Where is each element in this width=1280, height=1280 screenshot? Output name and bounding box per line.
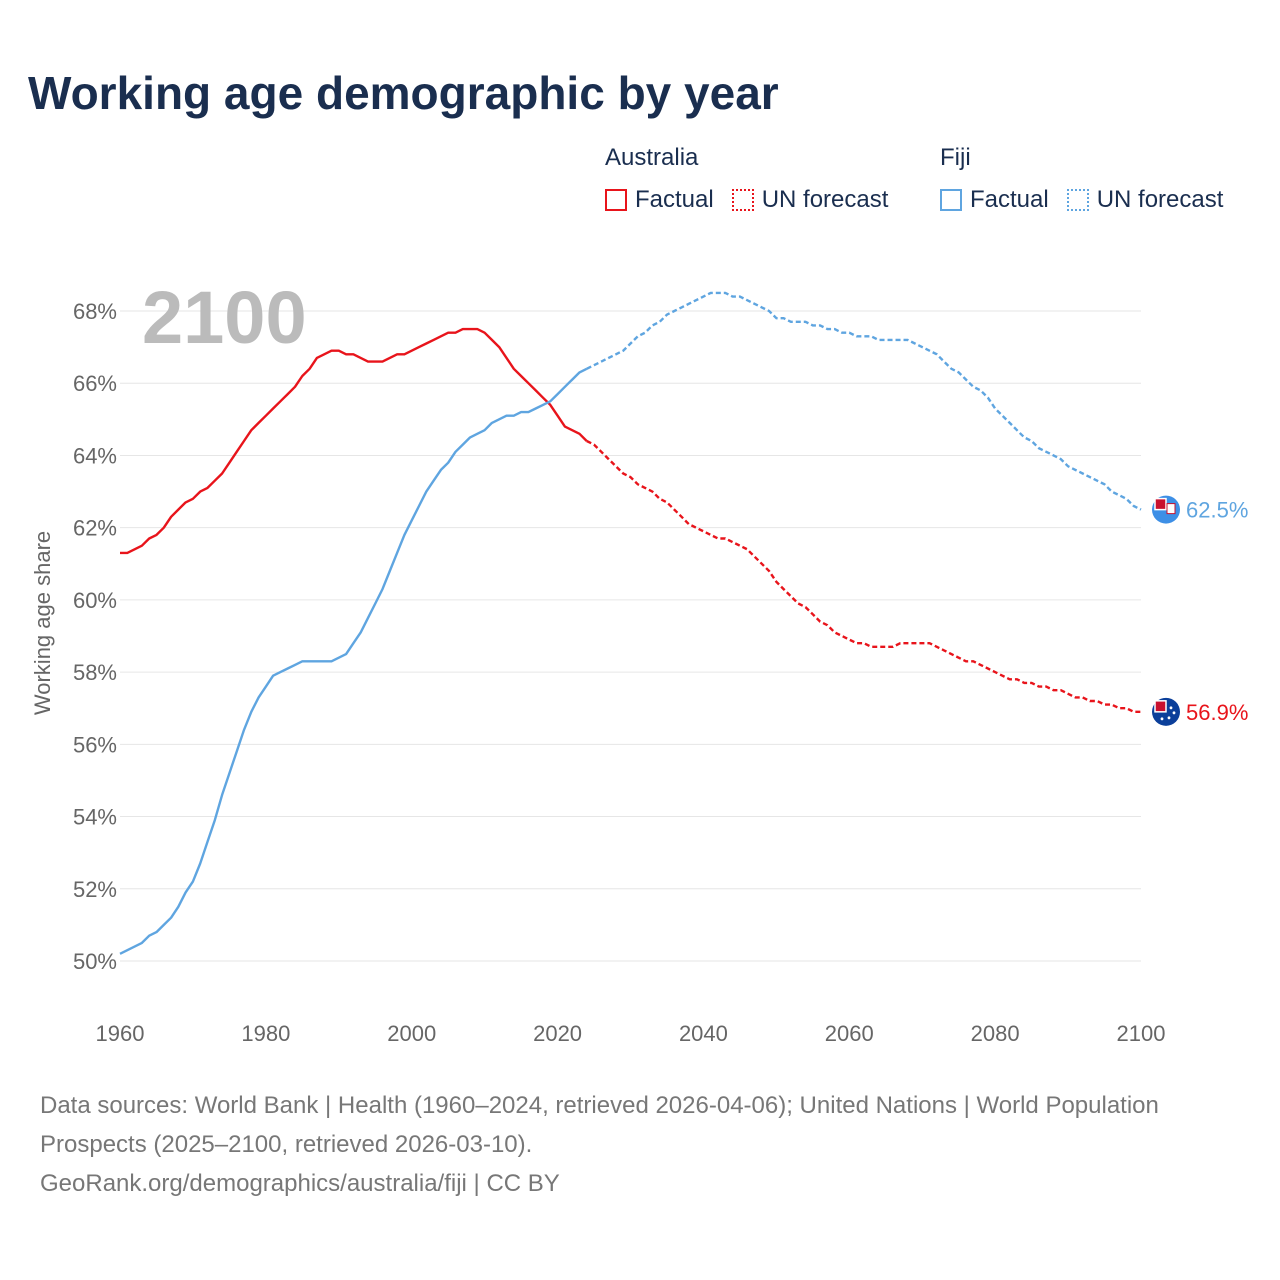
y-axis-ticks: 50% 52% 54% 56% 58% 60% 62% 64% 66% 68%	[73, 299, 117, 974]
x-tick-label: 2060	[825, 1021, 874, 1046]
legend-group-title: Fiji	[940, 144, 971, 171]
australia-end-value: 56.9%	[1186, 700, 1248, 725]
footer-sources: Data sources: World Bank | Health (1960–…	[40, 1092, 1159, 1158]
footer: Data sources: World Bank | Health (1960–…	[40, 1086, 1220, 1203]
australia-forecast-line	[586, 439, 1141, 713]
y-tick-label: 52%	[73, 877, 117, 902]
legend-item-fiji-factual[interactable]: Factual	[940, 186, 1049, 214]
y-tick-label: 62%	[73, 516, 117, 541]
y-tick-label: 66%	[73, 371, 117, 396]
x-tick-label: 1960	[96, 1021, 145, 1046]
y-tick-label: 60%	[73, 588, 117, 613]
union-jack-icon	[1154, 497, 1167, 511]
gridlines	[120, 310, 1141, 962]
x-tick-label: 2020	[533, 1021, 582, 1046]
legend-swatch-forecast	[1066, 189, 1089, 211]
y-tick-label: 64%	[73, 443, 117, 468]
y-tick-label: 58%	[73, 660, 117, 685]
shield-icon	[1166, 503, 1176, 515]
x-tick-label: 2080	[971, 1021, 1020, 1046]
australia-factual-line	[120, 327, 588, 555]
legend-group-australia: Australia Factual UN forecast	[605, 144, 906, 214]
legend-label: Factual	[970, 186, 1049, 213]
x-tick-label: 1980	[241, 1021, 290, 1046]
legend-label: UN forecast	[761, 186, 889, 213]
fiji-end-value: 62.5%	[1186, 498, 1248, 523]
star-icon	[1169, 706, 1173, 710]
star-icon	[1160, 717, 1164, 721]
y-tick-label: 54%	[73, 805, 117, 830]
legend-swatch-factual	[605, 189, 627, 211]
legend-swatch-factual	[940, 189, 962, 211]
legend-item-australia-factual[interactable]: Factual	[605, 186, 714, 214]
footer-link[interactable]: GeoRank.org/demographics/australia/fiji …	[40, 1170, 560, 1197]
end-markers: 56.9% 62.5%	[1152, 495, 1248, 726]
legend-label: Factual	[635, 186, 714, 213]
union-jack-icon	[1154, 700, 1167, 713]
year-label: 2100	[142, 276, 307, 359]
y-tick-label: 56%	[73, 732, 117, 757]
y-tick-label: 68%	[73, 299, 117, 324]
y-tick-label: 50%	[73, 949, 117, 974]
australia-end-marker[interactable]	[1152, 697, 1180, 726]
legend-label: UN forecast	[1096, 186, 1224, 213]
fiji-end-marker[interactable]	[1152, 495, 1180, 524]
legend-group-title: Australia	[605, 144, 699, 171]
y-axis-label: Working age share	[30, 531, 55, 715]
legend-swatch-forecast	[731, 189, 754, 211]
x-axis-ticks: 1960 1980 2000 2020 2040 2060 2080 2100	[96, 1021, 1166, 1046]
x-tick-label: 2000	[387, 1021, 436, 1046]
star-icon	[1167, 716, 1171, 720]
x-tick-label: 2100	[1117, 1021, 1166, 1046]
legend-item-fiji-forecast[interactable]: UN forecast	[1066, 186, 1224, 214]
fiji-factual-line	[119, 367, 588, 955]
legend-item-australia-forecast[interactable]: UN forecast	[731, 186, 889, 214]
legend-group-fiji: Fiji Factual UN forecast	[940, 144, 1241, 214]
star-icon	[1172, 711, 1176, 715]
chart-title: Working age demographic by year	[28, 67, 779, 119]
series-lines	[119, 291, 1142, 955]
x-tick-label: 2040	[679, 1021, 728, 1046]
fiji-forecast-line	[586, 291, 1142, 511]
